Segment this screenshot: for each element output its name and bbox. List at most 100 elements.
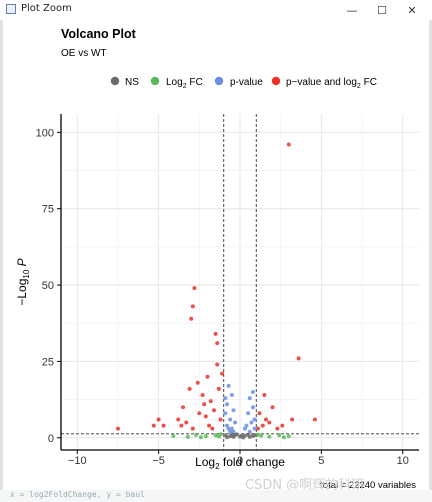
plot-title: Volcano Plot xyxy=(61,27,137,41)
data-point-p xyxy=(244,423,249,428)
data-point-p xyxy=(223,411,228,416)
data-point-fc xyxy=(203,434,208,439)
data-point-p xyxy=(252,426,257,431)
data-point-pfc xyxy=(184,420,189,425)
x-tick-label: 5 xyxy=(318,455,324,467)
data-point-p xyxy=(251,390,255,394)
x-tick-label: −10 xyxy=(68,455,87,467)
data-point-pfc xyxy=(267,420,272,425)
data-point-p xyxy=(223,396,228,401)
data-point-fc xyxy=(259,433,264,438)
data-point-pfc xyxy=(189,316,194,321)
data-point-pfc xyxy=(215,341,220,346)
background-window-right-edge xyxy=(429,20,432,490)
data-point-pfc xyxy=(286,142,291,147)
data-point-p xyxy=(249,420,254,425)
legend-swatch-log2fc xyxy=(150,76,160,86)
data-point-pfc xyxy=(216,386,221,391)
data-point-pfc xyxy=(215,362,220,367)
data-point-pfc xyxy=(312,417,317,422)
data-point-p xyxy=(225,423,229,428)
data-point-pfc xyxy=(181,405,185,410)
data-point-p xyxy=(229,393,234,397)
background-code-text: x = log2FoldChange, y = baul xyxy=(10,490,145,499)
volcano-plot: Volcano Plot OE vs WT NS Log2 FC p-value… xyxy=(15,27,419,490)
data-point-p xyxy=(246,411,251,416)
data-point-p xyxy=(251,405,255,410)
data-point-pfc xyxy=(218,417,223,422)
legend-label-pvalue-and-log2fc: p−value and log2 FC xyxy=(286,77,377,90)
data-point-pfc xyxy=(176,417,181,422)
plot-subtitle: OE vs WT xyxy=(61,48,107,59)
data-point-pfc xyxy=(255,426,260,431)
data-point-ns xyxy=(246,432,251,437)
plot-legend: NS Log2 FC p-value p−value and log2 FC xyxy=(110,76,377,90)
maximize-button[interactable]: ☐ xyxy=(377,3,387,17)
total-variables-caption: total = 22240 variables xyxy=(320,480,416,490)
data-point-fc xyxy=(267,434,272,439)
csdn-watermark: CSDN @啊辉的科研 xyxy=(245,478,365,493)
data-point-pfc xyxy=(220,371,225,376)
window-titlebar: Plot Zoom — ☐ ✕ xyxy=(0,0,432,20)
data-point-pfc xyxy=(208,399,213,404)
data-point-p xyxy=(252,417,257,422)
x-tick-label: −5 xyxy=(152,455,165,467)
background-code-strip xyxy=(0,490,432,502)
data-point-pfc xyxy=(270,405,275,410)
data-point-pfc xyxy=(207,423,212,428)
data-point-p xyxy=(247,429,252,434)
data-point-pfc xyxy=(202,402,207,407)
data-point-fc xyxy=(185,434,190,439)
data-point-fc xyxy=(171,433,176,438)
data-point-p xyxy=(233,420,238,425)
data-point-p xyxy=(231,408,236,413)
y-axis-ticks: 0 25 50 75 100 xyxy=(36,127,61,445)
data-point-fc xyxy=(255,432,260,437)
window-title: Plot Zoom xyxy=(21,3,72,14)
data-point-pfc xyxy=(200,393,205,397)
data-point-pfc xyxy=(296,356,301,361)
data-point-fc xyxy=(281,435,286,440)
data-point-pfc xyxy=(179,423,184,428)
y-tick-label: 100 xyxy=(36,127,54,139)
x-axis-ticks: −10 −5 0 5 10 xyxy=(68,450,409,467)
data-point-fc xyxy=(277,433,282,437)
plot-grid xyxy=(61,114,419,450)
data-point-pfc xyxy=(210,426,215,431)
data-point-ns xyxy=(239,433,244,438)
minimize-button[interactable]: — xyxy=(346,3,358,17)
data-point-ns xyxy=(225,435,229,440)
data-point-fc xyxy=(213,433,218,438)
data-point-pfc xyxy=(213,331,218,336)
data-point-ns xyxy=(234,432,239,437)
data-point-p xyxy=(247,396,252,401)
data-point-pfc xyxy=(192,286,197,291)
data-point-pfc xyxy=(187,386,192,391)
data-point-pfc xyxy=(116,426,120,431)
y-tick-label: 50 xyxy=(42,280,54,292)
legend-swatch-pvalue-and-log2fc xyxy=(271,76,281,86)
data-point-fc xyxy=(194,433,199,437)
x-axis-label: Log2 fold change xyxy=(195,455,285,471)
data-point-p xyxy=(228,417,233,422)
data-point-pfc xyxy=(264,417,268,422)
data-point-p xyxy=(242,426,247,431)
legend-label-log2fc: Log2 FC xyxy=(166,77,203,90)
data-point-fc xyxy=(198,435,203,440)
data-point-pfc xyxy=(161,423,166,428)
data-point-pfc xyxy=(257,411,262,416)
close-button[interactable]: ✕ xyxy=(407,3,417,17)
data-point-pfc xyxy=(151,423,156,428)
plot-window-icon xyxy=(6,4,16,14)
y-axis-label: −Log10 P xyxy=(15,258,31,305)
data-point-pfc xyxy=(280,423,285,428)
y-tick-label: 25 xyxy=(42,356,54,368)
background-window-left-edge xyxy=(0,20,3,490)
legend-swatch-pvalue xyxy=(214,76,224,86)
data-point-pfc xyxy=(262,393,267,397)
data-point-p xyxy=(229,426,234,431)
data-point-p xyxy=(228,429,233,434)
data-point-pfc xyxy=(197,411,202,416)
data-point-fc xyxy=(286,434,291,439)
data-point-p xyxy=(231,429,236,434)
